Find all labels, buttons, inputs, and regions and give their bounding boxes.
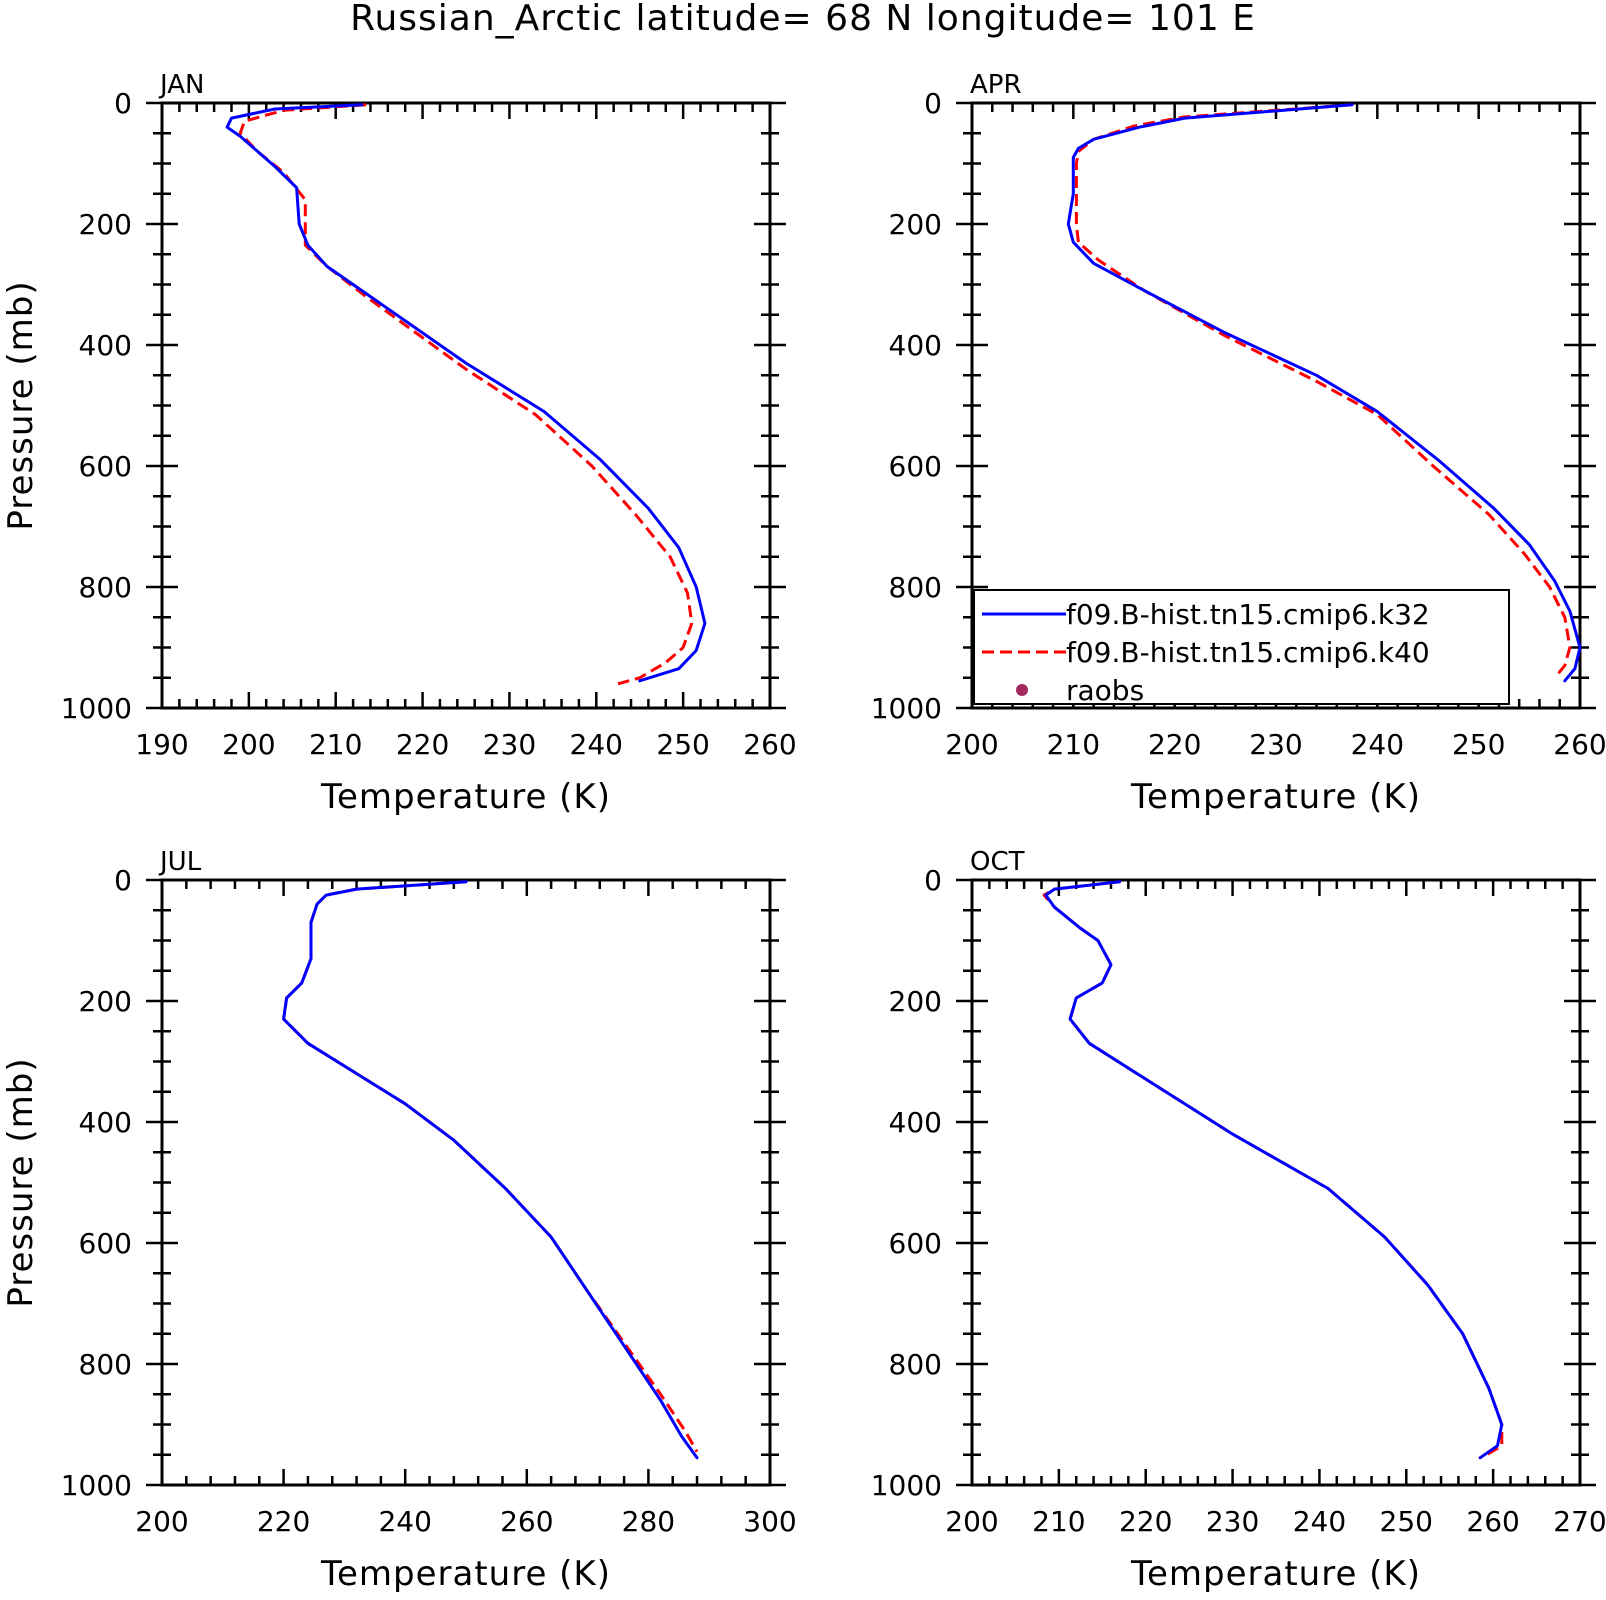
x-tick-label: 250 [1452,728,1505,761]
x-tick-label: 260 [500,1505,553,1538]
y-tick-label: 800 [79,1348,132,1381]
y-tick-label: 400 [889,329,942,362]
legend-label: raobs [1066,674,1144,707]
x-tick-label: 240 [570,728,623,761]
x-tick-label: 280 [622,1505,675,1538]
x-tick-label: 200 [135,1505,188,1538]
y-tick-label: 0 [924,87,942,120]
legend-box [973,589,1510,705]
x-tick-label: 210 [1047,728,1100,761]
panel-label: JAN [158,70,204,100]
y-axis-label: Pressure (mb) [1,280,41,530]
y-tick-label: 800 [889,571,942,604]
y-tick-label: 0 [114,87,132,120]
panel-label: APR [970,70,1022,100]
series-line-k32 [1066,103,1582,683]
x-tick-label: 220 [1119,1505,1172,1538]
y-tick-label: 400 [79,1106,132,1139]
plot-frame [160,101,772,710]
y-tick-label: 200 [889,208,942,241]
y-tick-label: 200 [79,208,132,241]
panel-label: JUL [158,847,202,877]
x-tick-label: 220 [1148,728,1201,761]
panels: JAN 190 200 210 220 230 240 250 260 0 200 400 600 800… [1,70,1606,1594]
x-tick-label: 240 [378,1505,431,1538]
series-line-k32 [225,103,707,683]
x-axis-label: Temperature (K) [320,1554,611,1594]
x-axis-label: Temperature (K) [1130,1554,1421,1594]
y-axis-label: Pressure (mb) [1,1057,41,1307]
x-tick-label: 270 [1553,1505,1606,1538]
y-tick-label: 1000 [871,1469,942,1502]
legend-label: f09.B-hist.tn15.cmip6.k32 [1066,598,1430,631]
legend-marker-raobs [1016,684,1028,696]
x-tick-label: 190 [135,728,188,761]
x-tick-label: 200 [945,728,998,761]
series-line-k32 [282,880,699,1460]
x-tick-label: 210 [1032,1505,1085,1538]
y-tick-label: 200 [889,985,942,1018]
chart-panel-oct: OCT 200 210 220 230 240 250 260 270 0 200 400 600 800… [871,847,1606,1594]
y-tick-label: 600 [79,1227,132,1260]
plot-frame [160,878,772,1487]
panel-label: OCT [970,847,1025,877]
legend: f09.B-hist.tn15.cmip6.k32 f09.B-hist.tn15… [973,589,1510,707]
x-tick-label: 210 [309,728,362,761]
y-tick-label: 400 [889,1106,942,1139]
x-tick-label: 230 [483,728,536,761]
x-tick-label: 260 [1553,728,1606,761]
y-tick-label: 800 [79,571,132,604]
x-axis-label: Temperature (K) [320,777,611,817]
x-tick-label: 220 [396,728,449,761]
x-tick-label: 240 [1351,728,1404,761]
series-line-k40 [1074,103,1572,679]
chart-panel-jan: JAN 190 200 210 220 230 240 250 260 0 200 400 600 800… [1,70,797,817]
legend-label: f09.B-hist.tn15.cmip6.k40 [1066,636,1430,669]
series-line-k40 [1042,880,1504,1458]
plot-frame [970,878,1582,1487]
x-tick-label: 250 [1380,1505,1433,1538]
x-tick-label: 230 [1206,1505,1259,1538]
x-tick-label: 230 [1249,728,1302,761]
x-tick-label: 240 [1293,1505,1346,1538]
y-tick-label: 600 [79,450,132,483]
y-tick-label: 1000 [61,692,132,725]
y-tick-label: 1000 [61,1469,132,1502]
y-tick-label: 800 [889,1348,942,1381]
y-tick-label: 1000 [871,692,942,725]
series-line-k40 [282,880,699,1453]
y-tick-label: 200 [79,985,132,1018]
y-tick-label: 0 [114,864,132,897]
y-tick-label: 0 [924,864,942,897]
x-tick-label: 260 [743,728,796,761]
y-tick-label: 600 [889,1227,942,1260]
x-tick-label: 200 [222,728,275,761]
x-tick-label: 200 [945,1505,998,1538]
x-tick-label: 220 [257,1505,310,1538]
x-axis-label: Temperature (K) [1130,777,1421,817]
x-tick-label: 250 [656,728,709,761]
chart-panel-jul: JUL 200 220 240 260 280 300 0 200 400 600 800 1000 Te… [1,847,797,1594]
x-tick-label: 300 [743,1505,796,1538]
figure-title: Russian_Arctic latitude= 68 N longitude=… [350,0,1256,39]
y-tick-label: 600 [889,450,942,483]
series-line-k40 [238,103,694,686]
x-tick-label: 260 [1466,1505,1519,1538]
y-tick-label: 400 [79,329,132,362]
series-line-k32 [1044,880,1504,1460]
